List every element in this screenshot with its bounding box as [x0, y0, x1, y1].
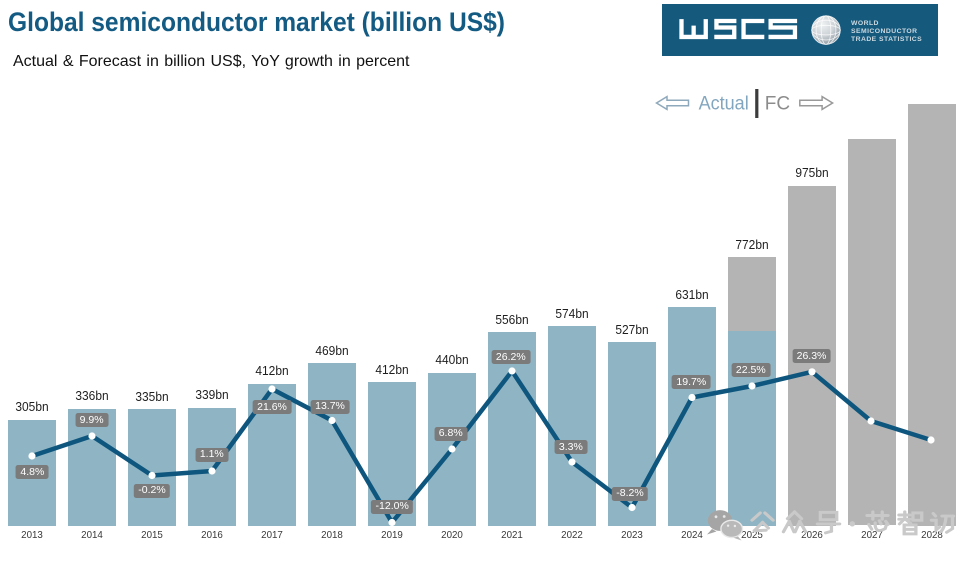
svg-text:Actual: Actual	[699, 92, 749, 114]
svg-text:TRADE STATISTICS: TRADE STATISTICS	[851, 36, 922, 43]
svg-text:SEMICONDUCTOR: SEMICONDUCTOR	[851, 28, 918, 35]
svg-text:FC: FC	[765, 94, 790, 115]
svg-text:WORLD: WORLD	[851, 20, 879, 27]
